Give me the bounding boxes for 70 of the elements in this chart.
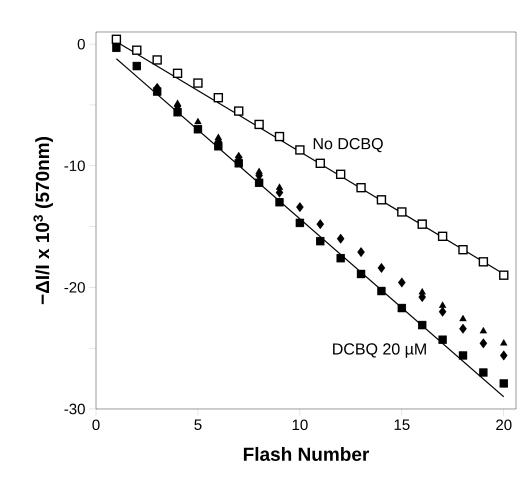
- point: [336, 234, 344, 244]
- point: [459, 324, 467, 334]
- point: [174, 100, 182, 106]
- point: [132, 62, 141, 70]
- point: [397, 207, 407, 217]
- point: [316, 236, 324, 246]
- point: [336, 254, 345, 262]
- x-tick-label: 20: [496, 420, 512, 430]
- point: [296, 218, 304, 228]
- point: [459, 314, 467, 322]
- x-axis-title: Flash Number: [244, 447, 370, 461]
- y-tick-label: -10: [64, 160, 85, 172]
- y-tick-label: -30: [64, 404, 85, 414]
- point: [458, 351, 468, 360]
- point: [275, 198, 284, 206]
- point: [112, 44, 121, 52]
- point: [296, 202, 304, 212]
- point: [112, 34, 122, 44]
- point: [255, 168, 263, 174]
- point: [254, 178, 264, 187]
- point: [438, 301, 446, 308]
- x-tick-label: 0: [92, 420, 100, 430]
- point: [480, 338, 488, 348]
- point: [316, 219, 324, 230]
- x-tick-label: 15: [394, 420, 410, 430]
- point: [336, 170, 346, 179]
- point: [356, 270, 366, 278]
- x-tick-label: 5: [194, 420, 202, 430]
- annotation: DCBQ 20 µM: [333, 343, 426, 358]
- point: [438, 232, 448, 241]
- point: [378, 262, 386, 273]
- point: [438, 306, 446, 317]
- point: [500, 339, 508, 346]
- point: [214, 134, 222, 140]
- point: [357, 247, 365, 258]
- point: [398, 304, 406, 312]
- point: [458, 244, 468, 254]
- point: [235, 152, 242, 158]
- annotation: No DCBQ: [314, 138, 383, 152]
- point: [295, 145, 305, 155]
- point: [193, 78, 203, 88]
- point: [194, 125, 202, 134]
- point: [214, 92, 224, 102]
- point: [479, 368, 488, 377]
- point: [418, 219, 427, 229]
- y-tick-label: 0: [78, 38, 85, 50]
- point: [398, 278, 406, 288]
- point: [480, 326, 488, 334]
- point: [234, 106, 244, 116]
- point: [172, 68, 182, 78]
- point: [377, 286, 386, 296]
- point: [132, 46, 142, 55]
- point: [194, 118, 202, 124]
- point: [438, 335, 447, 344]
- point: [276, 183, 284, 190]
- y-axis-title: −ΔI/I x 10$^{3}$ (570nm): [33, 137, 53, 304]
- point: [500, 350, 508, 360]
- point: [274, 132, 284, 142]
- point: [418, 320, 426, 330]
- point: [152, 55, 162, 65]
- x-tick-label: 10: [292, 420, 308, 430]
- point: [418, 288, 426, 294]
- point: [254, 120, 264, 130]
- point: [500, 379, 508, 388]
- point: [499, 270, 508, 280]
- point: [478, 257, 488, 267]
- point: [376, 195, 386, 205]
- point: [316, 158, 325, 168]
- y-tick-label: -20: [64, 282, 85, 293]
- point: [356, 182, 366, 192]
